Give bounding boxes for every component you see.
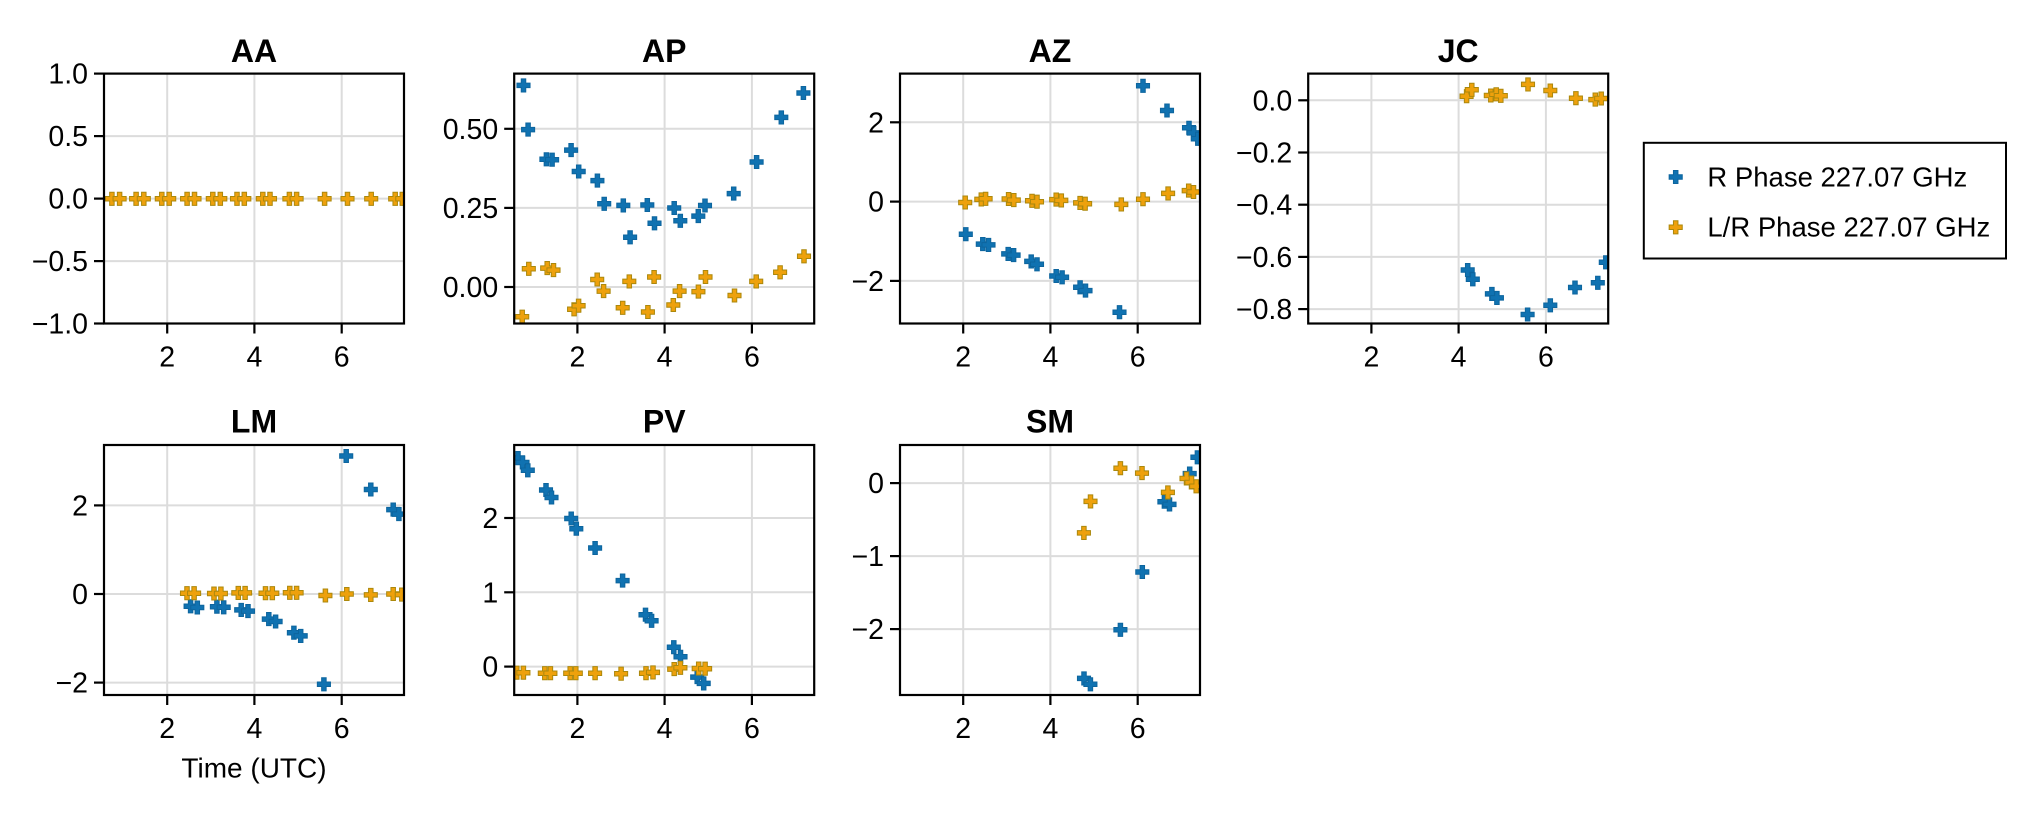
svg-text:2: 2: [482, 503, 498, 535]
svg-text:4: 4: [657, 341, 673, 373]
svg-text:Time (UTC): Time (UTC): [181, 753, 326, 784]
svg-text:JC: JC: [1438, 33, 1479, 69]
svg-text:6: 6: [1130, 341, 1146, 373]
svg-text:0.0: 0.0: [1253, 85, 1293, 117]
svg-text:4: 4: [1042, 341, 1058, 373]
svg-text:0.25: 0.25: [443, 193, 498, 225]
svg-text:SM: SM: [1026, 403, 1074, 439]
svg-text:2: 2: [955, 341, 971, 373]
svg-text:L/R Phase 227.07 GHz: L/R Phase 227.07 GHz: [1707, 211, 1990, 242]
svg-text:6: 6: [334, 713, 350, 745]
svg-text:−0.8: −0.8: [1236, 294, 1292, 326]
svg-text:−1: −1: [852, 541, 885, 573]
svg-text:2: 2: [569, 713, 585, 745]
svg-text:6: 6: [744, 713, 760, 745]
svg-text:−1.0: −1.0: [32, 309, 88, 341]
svg-text:4: 4: [657, 713, 673, 745]
svg-text:2: 2: [569, 341, 585, 373]
svg-text:2: 2: [868, 107, 884, 139]
svg-text:−2: −2: [852, 266, 885, 298]
svg-text:−0.6: −0.6: [1236, 242, 1292, 274]
svg-text:4: 4: [1451, 341, 1467, 373]
svg-text:AP: AP: [642, 33, 686, 69]
svg-text:0: 0: [868, 187, 884, 219]
svg-text:R Phase 227.07 GHz: R Phase 227.07 GHz: [1707, 161, 1967, 192]
svg-text:6: 6: [744, 341, 760, 373]
svg-text:6: 6: [1130, 713, 1146, 745]
svg-text:1.0: 1.0: [48, 59, 88, 91]
svg-text:0: 0: [482, 652, 498, 684]
svg-text:0: 0: [868, 468, 884, 500]
svg-text:4: 4: [246, 713, 262, 745]
svg-text:4: 4: [246, 341, 262, 373]
svg-text:−0.2: −0.2: [1236, 138, 1292, 170]
svg-text:AA: AA: [231, 33, 277, 69]
svg-text:0.5: 0.5: [48, 121, 88, 153]
svg-text:−0.4: −0.4: [1236, 190, 1292, 222]
svg-text:2: 2: [955, 713, 971, 745]
svg-text:6: 6: [1538, 341, 1554, 373]
svg-text:2: 2: [1363, 341, 1379, 373]
svg-text:1: 1: [482, 577, 498, 609]
svg-text:0.50: 0.50: [443, 114, 498, 146]
svg-text:PV: PV: [643, 403, 686, 439]
svg-text:2: 2: [72, 490, 88, 522]
svg-text:LM: LM: [231, 403, 277, 439]
svg-text:0: 0: [72, 579, 88, 611]
svg-text:6: 6: [334, 341, 350, 373]
svg-text:−2: −2: [56, 668, 89, 700]
svg-text:4: 4: [1042, 713, 1058, 745]
svg-text:2: 2: [159, 341, 175, 373]
svg-text:AZ: AZ: [1029, 33, 1072, 69]
svg-text:0.0: 0.0: [48, 184, 88, 216]
svg-text:2: 2: [159, 713, 175, 745]
svg-text:−2: −2: [852, 614, 885, 646]
svg-text:0.00: 0.00: [443, 272, 498, 304]
svg-text:−0.5: −0.5: [32, 246, 88, 278]
